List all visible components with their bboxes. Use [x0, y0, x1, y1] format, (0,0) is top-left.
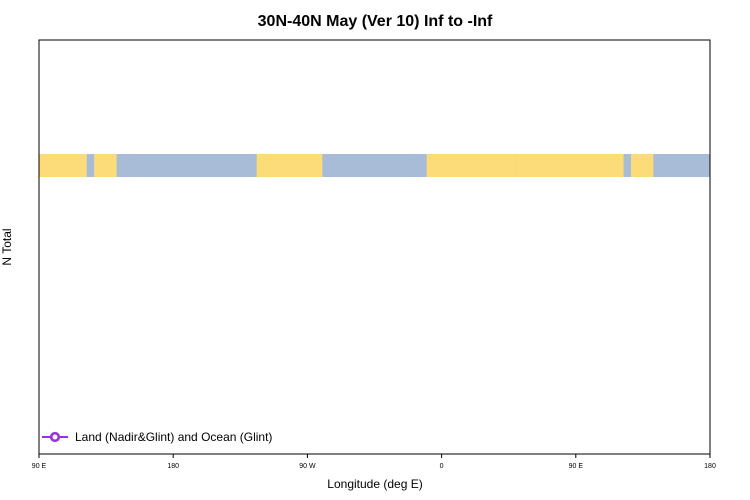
x-tick-label: 180	[167, 463, 179, 470]
x-tick-label: 90 W	[299, 463, 316, 470]
land-north-america	[256, 154, 323, 177]
x-tick-label: 90 E	[569, 463, 584, 470]
legend-point-marker	[49, 431, 61, 443]
land-asia-repeat	[575, 154, 624, 177]
land-japan-repeat	[630, 154, 654, 177]
plot-frame	[38, 39, 711, 455]
x-axis: 90 E 180 90 W 0 90 E 180	[32, 454, 716, 470]
legend: Land (Nadir&Glint) and Ocean (Glint)	[42, 430, 272, 444]
x-tick-label: 90 E	[32, 463, 47, 470]
legend-label: Land (Nadir&Glint) and Ocean (Glint)	[75, 430, 272, 444]
chart-title: 30N-40N May (Ver 10) Inf to -Inf	[258, 13, 493, 30]
y-axis-label: N Total	[0, 228, 14, 265]
land-sea-band	[39, 154, 710, 177]
x-tick-label: 180	[704, 463, 716, 470]
land-asia-left	[39, 154, 87, 177]
land-japan	[94, 154, 117, 177]
x-axis-label: Longitude (deg E)	[327, 477, 422, 491]
land-masses	[39, 154, 654, 177]
x-tick-label: 0	[440, 463, 444, 470]
land-europe-africa	[426, 154, 517, 177]
